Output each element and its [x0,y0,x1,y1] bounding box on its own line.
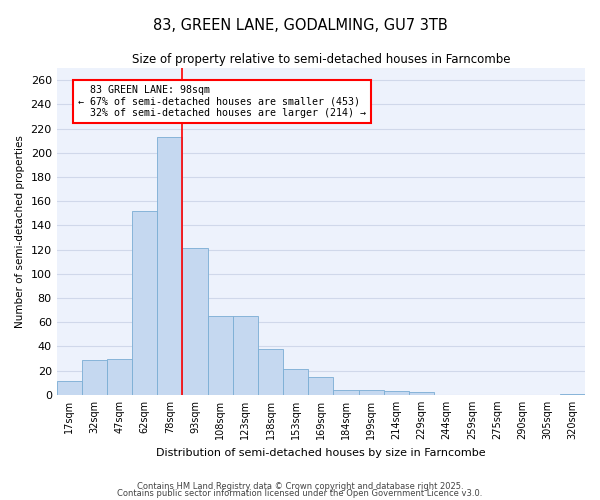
Bar [384,391,409,395]
Text: 83, GREEN LANE, GODALMING, GU7 3TB: 83, GREEN LANE, GODALMING, GU7 3TB [152,18,448,32]
Bar [182,248,208,395]
Title: Size of property relative to semi-detached houses in Farncombe: Size of property relative to semi-detach… [131,52,510,66]
Bar [208,316,233,395]
Bar [334,390,359,395]
Bar [56,382,82,395]
Text: Contains HM Land Registry data © Crown copyright and database right 2025.: Contains HM Land Registry data © Crown c… [137,482,463,491]
Bar [82,360,107,395]
Bar [157,137,182,395]
Text: Contains public sector information licensed under the Open Government Licence v3: Contains public sector information licen… [118,489,482,498]
Bar [107,358,132,395]
Bar [283,370,308,395]
Bar [409,392,434,395]
Bar [233,316,258,395]
Bar [308,376,334,395]
Y-axis label: Number of semi-detached properties: Number of semi-detached properties [15,135,25,328]
X-axis label: Distribution of semi-detached houses by size in Farncombe: Distribution of semi-detached houses by … [156,448,485,458]
Text: 83 GREEN LANE: 98sqm
← 67% of semi-detached houses are smaller (453)
  32% of se: 83 GREEN LANE: 98sqm ← 67% of semi-detac… [78,85,366,118]
Bar [560,394,585,395]
Bar [359,390,384,395]
Bar [132,211,157,395]
Bar [258,349,283,395]
